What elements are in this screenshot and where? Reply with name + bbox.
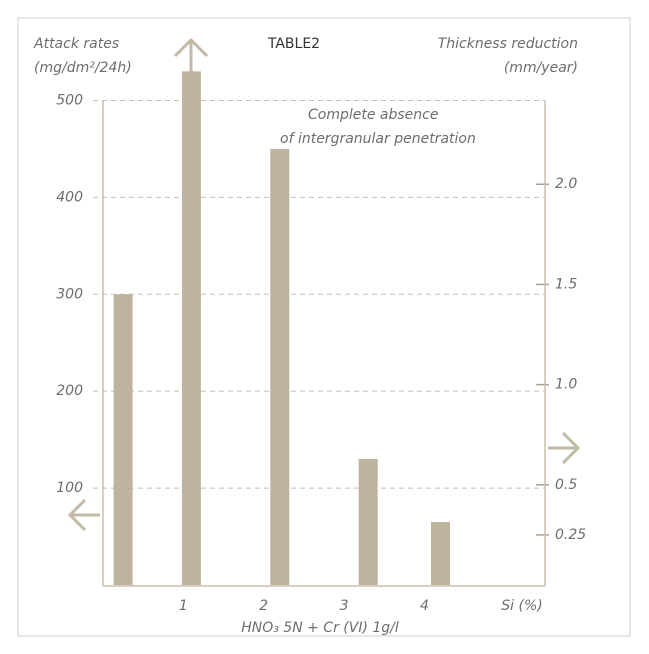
y2-tick-label: 1.0 [555, 377, 577, 393]
bar [270, 148, 290, 585]
y2-tick-label: 1.5 [555, 276, 577, 292]
y2-label: (mm/year) [504, 60, 578, 76]
bar [181, 71, 201, 585]
frame [17, 17, 631, 637]
arrows [67, 37, 581, 532]
y-tick-label: 100 [56, 480, 83, 496]
bar [431, 522, 451, 585]
subtitle: HNO₃ 5N + Cr (VI) 1g/l [241, 620, 399, 636]
chart-title: TABLE2 [267, 36, 320, 52]
y-tick-label: 500 [56, 92, 83, 108]
y-tick-label: 200 [56, 383, 83, 399]
y2-tick-label: 2.0 [555, 176, 577, 192]
arrow-up [173, 37, 209, 72]
x-tick-label: 4 [420, 598, 429, 614]
x-tick-label: 1 [179, 598, 188, 614]
bar [113, 294, 133, 585]
x-tick-label: 3 [340, 598, 349, 614]
arrow-right [548, 431, 581, 465]
x-label: Si (%) [501, 598, 542, 614]
y-label: Attack rates [33, 36, 119, 52]
y2-tick-label: 0.5 [555, 477, 577, 493]
y-tick-label: 300 [56, 286, 83, 302]
x-tick-label: 2 [259, 598, 268, 614]
arrow-left [67, 498, 100, 532]
annotation: Complete absence [308, 107, 438, 123]
annotation: of intergranular penetration [280, 131, 476, 147]
bar [358, 459, 378, 585]
y-label: (mg/dm²/24h) [34, 60, 132, 76]
y-tick-label: 400 [56, 189, 83, 205]
y2-tick-label: 0.25 [555, 527, 586, 543]
y2-label: Thickness reduction [438, 36, 578, 52]
